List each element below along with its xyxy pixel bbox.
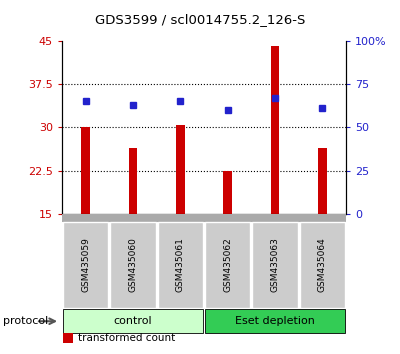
Text: Eset depletion: Eset depletion: [235, 316, 315, 326]
Text: GSM435060: GSM435060: [128, 238, 138, 292]
Bar: [224, 171, 232, 214]
Bar: [62, 214, 346, 222]
Bar: [63, 309, 203, 333]
Bar: [271, 46, 279, 214]
Text: GSM435059: GSM435059: [81, 238, 90, 292]
Text: GDS3599 / scl0014755.2_126-S: GDS3599 / scl0014755.2_126-S: [95, 13, 305, 26]
Bar: [318, 148, 326, 214]
Text: transformed count: transformed count: [78, 333, 175, 343]
Text: GSM435062: GSM435062: [223, 238, 232, 292]
Bar: [205, 309, 345, 333]
Bar: [63, 222, 108, 308]
Bar: [176, 125, 184, 214]
Bar: [300, 222, 345, 308]
Bar: [252, 222, 298, 308]
Text: protocol: protocol: [3, 316, 48, 326]
Bar: [158, 222, 203, 308]
Text: control: control: [114, 316, 152, 326]
Bar: [129, 148, 137, 214]
Text: GSM435064: GSM435064: [318, 238, 327, 292]
Bar: [82, 127, 90, 214]
Bar: [63, 333, 73, 343]
Bar: [205, 222, 250, 308]
Bar: [110, 222, 156, 308]
Text: GSM435063: GSM435063: [270, 238, 280, 292]
Text: GSM435061: GSM435061: [176, 238, 185, 292]
